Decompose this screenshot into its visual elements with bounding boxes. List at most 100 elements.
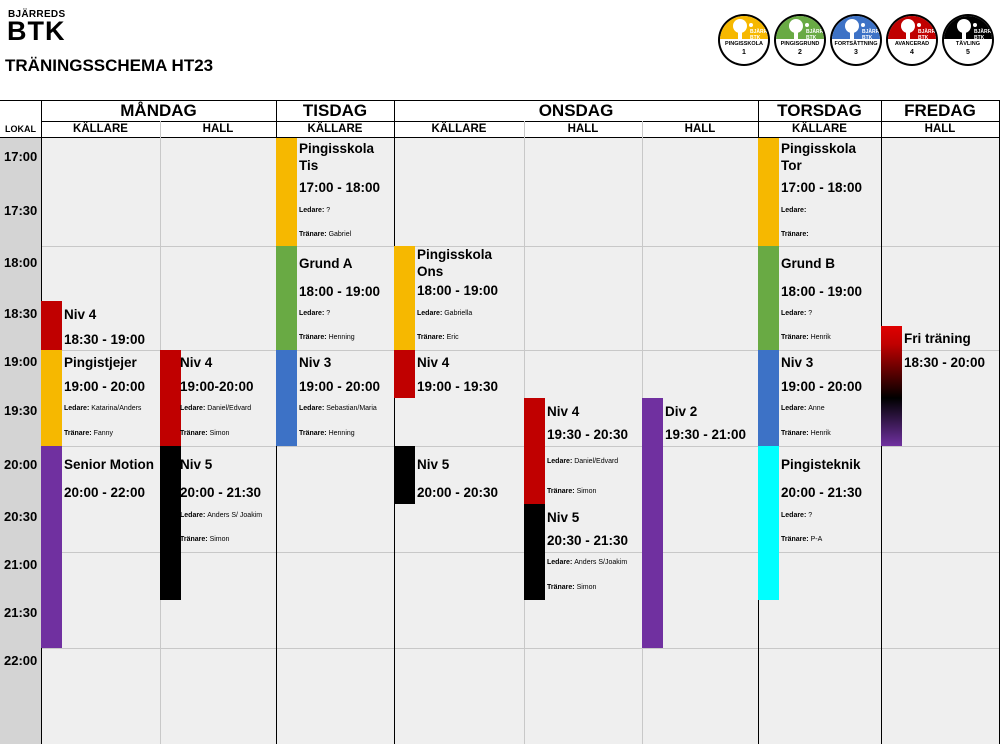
session-trainer: Tränare: Simon — [180, 536, 230, 543]
time-label-9: 21:30 — [4, 605, 38, 620]
paddle-handle-icon — [850, 31, 854, 40]
row-divider — [41, 246, 999, 247]
badge-club-mark: BJÄRREDS BTK — [750, 29, 768, 41]
session-name: Senior Motion — [64, 457, 154, 472]
badge-club-mark: BJÄRREDS BTK — [974, 29, 992, 41]
lokal-label: LOKAL — [5, 124, 36, 134]
session-bar — [758, 350, 779, 446]
session-trainer: Tränare: Fanny — [64, 430, 114, 437]
session-time: 19:00-20:00 — [180, 379, 254, 394]
time-label-7: 20:30 — [4, 509, 38, 524]
time-label-3: 18:30 — [4, 306, 38, 321]
badge-level-number: 5 — [966, 49, 970, 56]
session-trainer: Tränare: Simon — [180, 430, 230, 437]
session-trainer: Tränare: Simon — [547, 488, 597, 495]
row-divider — [41, 648, 999, 649]
session-bar — [524, 398, 545, 504]
session-name: Niv 4 — [547, 404, 580, 419]
session-bar — [276, 138, 297, 246]
session-leader: Ledare: Sebastian/Maria — [299, 405, 377, 412]
session-bar — [758, 246, 779, 350]
club-logo: BTK — [7, 16, 66, 46]
session-bar — [642, 398, 663, 648]
session-trainer: Tränare: Henrik — [781, 430, 831, 437]
session-bar — [394, 350, 415, 398]
session-time: 18:00 - 19:00 — [299, 284, 381, 299]
session-trainer: Tränare: Gabriel — [299, 231, 352, 238]
location-header-6: KÄLLARE — [792, 123, 847, 135]
session-time: 20:00 - 22:00 — [64, 485, 146, 500]
session-leader: Ledare: Anders S/Joakim — [547, 559, 628, 566]
badge-level-label: PINGISSKOLA — [725, 41, 763, 47]
sub-column-border — [642, 121, 643, 138]
session-name: Grund B — [781, 256, 835, 271]
session-bar — [524, 504, 545, 600]
session-leader: Ledare: ? — [299, 310, 331, 317]
session-leader: Ledare: Anders S/ Joakim — [180, 512, 263, 519]
session-time: 17:00 - 18:00 — [299, 180, 381, 195]
location-header-0: KÄLLARE — [73, 123, 128, 135]
ball-icon — [805, 23, 809, 27]
session-bar — [394, 246, 415, 350]
header-top-line — [0, 100, 1000, 101]
session-bar — [276, 350, 297, 446]
location-header-1: HALL — [202, 123, 234, 135]
sub-column-border — [524, 121, 525, 138]
club-name-top: BJÄRREDS — [8, 9, 66, 20]
paddle-handle-icon — [794, 31, 798, 40]
ball-icon — [973, 23, 977, 27]
location-header-5: HALL — [684, 123, 716, 135]
session-leader: Ledare: Daniel/Edvard — [547, 458, 619, 465]
session-bar — [160, 446, 181, 600]
session-name: Niv 4 — [180, 355, 213, 370]
time-label-2: 18:00 — [4, 255, 38, 270]
paddle-icon — [789, 19, 803, 33]
session-leader: Ledare: Gabriella — [417, 310, 473, 317]
session-name: Niv 4 — [417, 355, 450, 370]
session-trainer: Tränare: — [781, 231, 809, 238]
badge-club-mark: BJÄRREDS BTK — [806, 29, 824, 41]
session-bar — [41, 301, 62, 350]
badge-level-label: FORTSÄTTNING — [834, 41, 878, 47]
session-name: Pingistjejer — [64, 355, 137, 370]
session-time: 19:00 - 20:00 — [64, 379, 146, 394]
session-name: Fri träning — [904, 331, 971, 346]
session-name: Pingisteknik — [781, 457, 861, 472]
badge-level-label: AVANCERAD — [894, 41, 930, 47]
paddle-icon — [733, 19, 747, 33]
session-name: Niv 5 — [547, 510, 580, 525]
session-leader: Ledare: ? — [299, 207, 331, 214]
session-name: Niv 4 — [64, 307, 97, 322]
badge-level-label: PINGISGRUND — [780, 41, 820, 47]
session-time: 20:00 - 21:30 — [781, 485, 863, 500]
ball-icon — [861, 23, 865, 27]
day-header-4: FREDAG — [904, 101, 976, 120]
session-name: Niv 5 — [417, 457, 450, 472]
paddle-handle-icon — [906, 31, 910, 40]
session-leader: Ledare: ? — [781, 310, 813, 317]
ball-icon — [917, 23, 921, 27]
session-bar — [160, 350, 181, 446]
session-name: Grund A — [299, 256, 353, 271]
paddle-icon — [845, 19, 859, 33]
session-time: 18:00 - 19:00 — [417, 283, 499, 298]
time-label-8: 21:00 — [4, 557, 38, 572]
session-bar — [41, 350, 62, 446]
day-separator-line — [41, 121, 999, 122]
paddle-icon — [901, 19, 915, 33]
time-label-0: 17:00 — [4, 149, 38, 164]
session-leader: Ledare: Katarina/Anders — [64, 405, 142, 412]
location-header-7: HALL — [924, 123, 956, 135]
session-name: Pingisskola Tis — [299, 141, 375, 173]
day-border — [394, 100, 395, 744]
time-label-6: 20:00 — [4, 457, 38, 472]
day-header-3: TORSDAG — [777, 101, 862, 120]
day-header-1: TISDAG — [302, 101, 368, 120]
session-bar — [881, 326, 902, 446]
